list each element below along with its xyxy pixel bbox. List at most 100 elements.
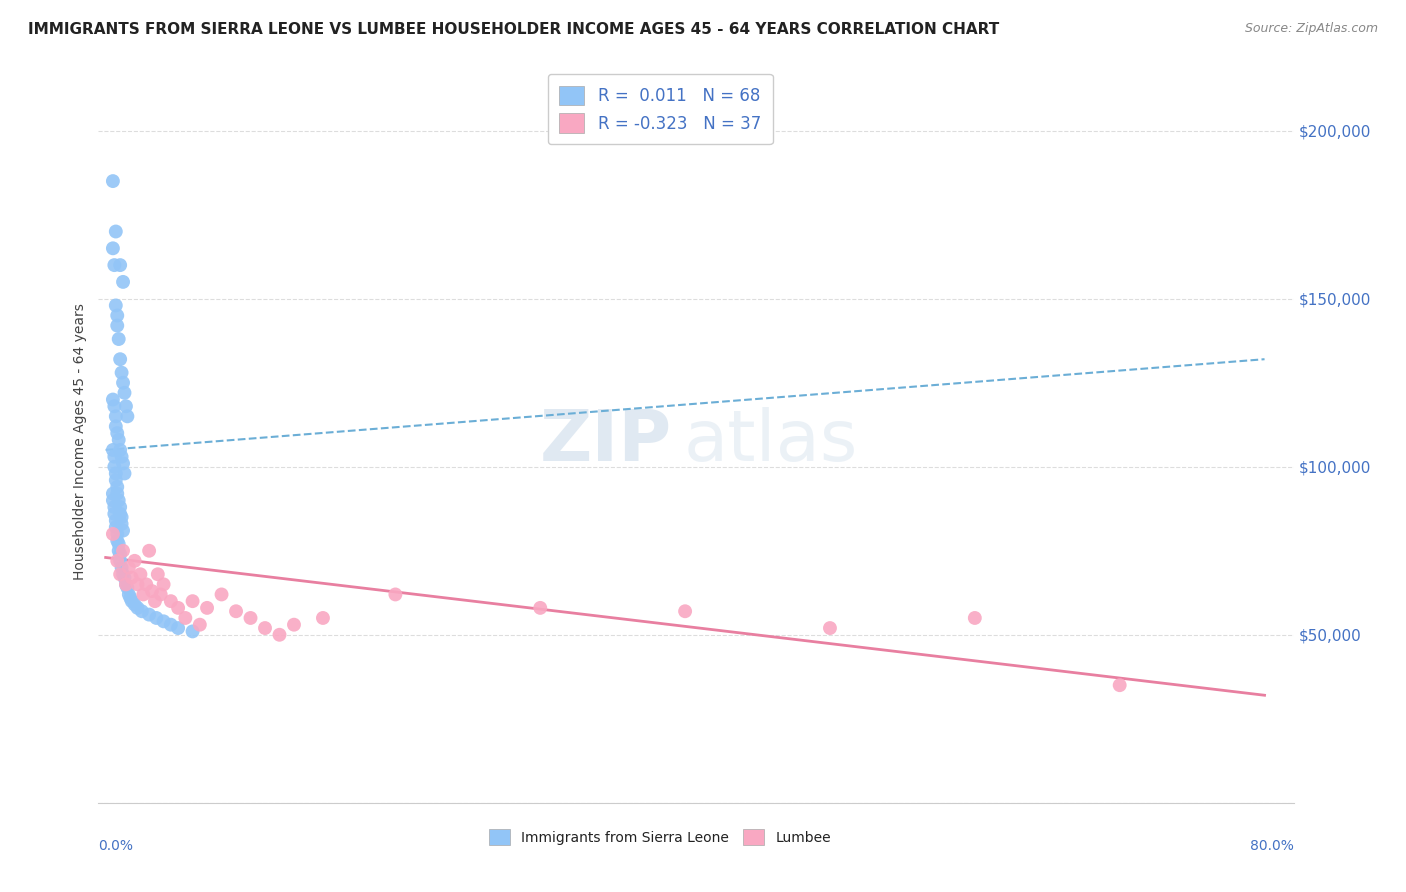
Y-axis label: Householder Income Ages 45 - 64 years: Householder Income Ages 45 - 64 years bbox=[73, 303, 87, 580]
Point bbox=[1108, 678, 1130, 692]
Point bbox=[101, 392, 124, 407]
Point bbox=[107, 537, 129, 551]
Point bbox=[225, 604, 247, 618]
Point bbox=[818, 621, 841, 635]
Point bbox=[108, 258, 131, 272]
Point bbox=[124, 554, 146, 568]
Point bbox=[132, 587, 155, 601]
Point bbox=[112, 275, 135, 289]
Point bbox=[110, 510, 132, 524]
Point bbox=[110, 516, 132, 531]
Point bbox=[101, 442, 124, 457]
Point bbox=[103, 500, 125, 514]
Point bbox=[108, 500, 131, 514]
Point bbox=[101, 493, 124, 508]
Point bbox=[114, 571, 136, 585]
Text: atlas: atlas bbox=[685, 407, 859, 476]
Point bbox=[104, 520, 127, 534]
Point bbox=[312, 611, 335, 625]
Point bbox=[104, 419, 127, 434]
Point bbox=[110, 366, 132, 380]
Point bbox=[105, 480, 128, 494]
Point bbox=[108, 547, 131, 561]
Point bbox=[269, 628, 291, 642]
Point bbox=[104, 514, 127, 528]
Point bbox=[117, 581, 139, 595]
Point bbox=[124, 598, 146, 612]
Point bbox=[108, 442, 131, 457]
Point bbox=[114, 385, 136, 400]
Point bbox=[105, 318, 128, 333]
Point bbox=[167, 600, 190, 615]
Point bbox=[112, 376, 135, 390]
Point bbox=[160, 617, 183, 632]
Point bbox=[146, 567, 169, 582]
Point bbox=[188, 617, 211, 632]
Point bbox=[114, 467, 136, 481]
Point bbox=[107, 493, 129, 508]
Point bbox=[105, 426, 128, 441]
Point bbox=[105, 486, 128, 500]
Point bbox=[115, 399, 138, 413]
Point bbox=[104, 225, 127, 239]
Point bbox=[174, 611, 197, 625]
Point bbox=[101, 241, 124, 255]
Point bbox=[104, 467, 127, 481]
Text: 0.0%: 0.0% bbox=[98, 838, 134, 853]
Point bbox=[152, 577, 174, 591]
Point bbox=[103, 459, 125, 474]
Point bbox=[131, 604, 153, 618]
Point bbox=[141, 584, 163, 599]
Point bbox=[108, 352, 131, 367]
Point bbox=[107, 433, 129, 447]
Point bbox=[115, 577, 138, 591]
Point bbox=[673, 604, 696, 618]
Point bbox=[127, 600, 149, 615]
Point bbox=[181, 624, 204, 639]
Point bbox=[105, 533, 128, 548]
Point bbox=[105, 309, 128, 323]
Point bbox=[120, 591, 142, 605]
Point bbox=[108, 567, 131, 582]
Point bbox=[138, 607, 160, 622]
Point bbox=[963, 611, 986, 625]
Point bbox=[107, 332, 129, 346]
Point bbox=[152, 615, 174, 629]
Point bbox=[101, 174, 124, 188]
Point bbox=[160, 594, 183, 608]
Point bbox=[108, 507, 131, 521]
Point bbox=[384, 587, 406, 601]
Point bbox=[104, 409, 127, 424]
Text: 80.0%: 80.0% bbox=[1250, 838, 1294, 853]
Legend: Immigrants from Sierra Leone, Lumbee: Immigrants from Sierra Leone, Lumbee bbox=[481, 821, 839, 854]
Point bbox=[105, 554, 128, 568]
Point bbox=[118, 560, 141, 574]
Point bbox=[167, 621, 190, 635]
Text: ZIP: ZIP bbox=[540, 407, 672, 476]
Point bbox=[103, 399, 125, 413]
Point bbox=[145, 611, 167, 625]
Point bbox=[112, 456, 135, 470]
Point bbox=[112, 543, 135, 558]
Point bbox=[211, 587, 233, 601]
Point bbox=[127, 577, 149, 591]
Point bbox=[117, 409, 139, 424]
Point bbox=[121, 594, 143, 608]
Point bbox=[143, 594, 166, 608]
Point bbox=[239, 611, 262, 625]
Point bbox=[101, 486, 124, 500]
Point bbox=[110, 560, 132, 574]
Text: Source: ZipAtlas.com: Source: ZipAtlas.com bbox=[1244, 22, 1378, 36]
Point bbox=[149, 587, 172, 601]
Point bbox=[181, 594, 204, 608]
Point bbox=[110, 450, 132, 464]
Point bbox=[103, 450, 125, 464]
Point bbox=[103, 258, 125, 272]
Point bbox=[112, 567, 135, 582]
Point bbox=[283, 617, 305, 632]
Point bbox=[108, 554, 131, 568]
Point bbox=[529, 600, 551, 615]
Point bbox=[101, 527, 124, 541]
Point bbox=[112, 524, 135, 538]
Point bbox=[105, 527, 128, 541]
